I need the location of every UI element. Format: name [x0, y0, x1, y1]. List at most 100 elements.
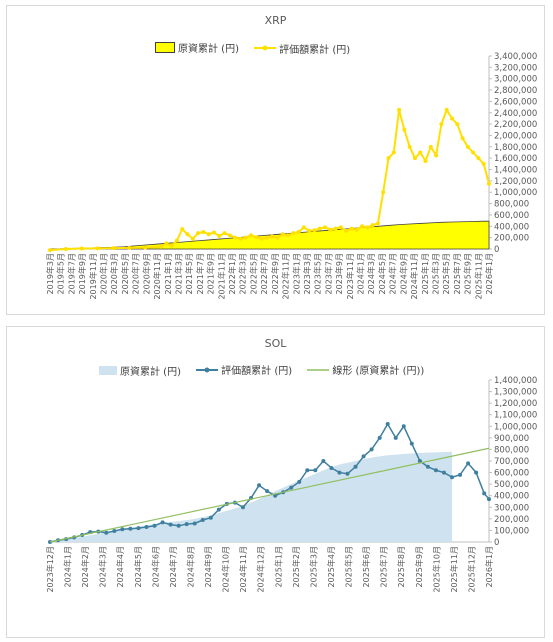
xrp-x-tick-label: 2019年5月 — [56, 253, 66, 294]
xrp-x-tick-label: 2025年3月 — [430, 253, 440, 294]
xrp-x-tick-label: 2023年11月 — [345, 253, 355, 300]
xrp-legend-item-valuation: 評価額累計 (円) — [254, 41, 350, 56]
sol-y-tick-label: 1,200,000 — [494, 399, 537, 409]
sol-series-point-valuation — [329, 465, 334, 470]
xrp-y-tick-label: 2,200,000 — [494, 120, 537, 130]
xrp-series-point-valuation — [233, 235, 238, 240]
xrp-x-tick-label: 2019年9月 — [77, 253, 87, 294]
xrp-series-point-valuation — [264, 235, 269, 240]
xrp-series-point-valuation — [349, 226, 354, 231]
sol-x-tick-label: 2024年3月 — [98, 546, 108, 587]
xrp-chart-panel: XRP 原資累計 (円) 評価額累計 (円) 0 200,000 400,000 60… — [6, 5, 545, 315]
xrp-series-point-valuation — [402, 127, 407, 132]
xrp-y-tick-label: 1,600,000 — [494, 154, 537, 164]
xrp-series-point-valuation — [291, 231, 296, 236]
sol-series-trendline — [49, 447, 490, 543]
xrp-series-point-valuation — [275, 235, 280, 240]
sol-series-point-valuation — [369, 447, 374, 452]
xrp-series-point-valuation — [418, 150, 423, 155]
xrp-x-tick-label: 2020年7月 — [131, 253, 141, 294]
xrp-x-tick-label: 2021年3月 — [173, 253, 183, 294]
sol-legend-item-valuation: 評価額累計 (円) — [196, 362, 292, 377]
xrp-series-point-valuation — [206, 232, 211, 237]
sol-y-tick-label: 900,000 — [494, 434, 529, 444]
sol-y-tick-label: 400,000 — [494, 492, 529, 502]
xrp-x-tick-label: 2020年5月 — [120, 253, 130, 294]
sol-x-tick-label: 2025年3月 — [308, 546, 318, 587]
sol-series-point-valuation — [257, 483, 262, 488]
xrp-x-tick-label: 2024年7月 — [388, 253, 398, 294]
sol-x-tick-label: 2026年1月 — [484, 546, 494, 587]
sol-y-tick-label: 500,000 — [494, 480, 529, 490]
xrp-y-tick-label: 0 — [494, 245, 499, 255]
sol-series-point-valuation — [104, 530, 109, 535]
xrp-chart-title: XRP — [264, 14, 287, 27]
sol-series-point-valuation — [474, 470, 479, 475]
sol-series-point-valuation — [184, 522, 189, 527]
xrp-x-tick-label: 2023年1月 — [291, 253, 301, 294]
xrp-series-point-valuation — [238, 236, 243, 241]
sol-x-tick-label: 2025年8月 — [396, 546, 406, 587]
sol-x-tick-label: 2023年12月 — [45, 546, 55, 593]
sol-series-point-valuation — [168, 522, 173, 527]
xrp-series-point-valuation — [412, 156, 417, 161]
xrp-x-tick-label: 2021年9月 — [206, 253, 216, 294]
xrp-series-point-valuation — [460, 136, 465, 141]
xrp-legend-item-principal: 原資累計 (円) — [155, 40, 239, 55]
sol-legend-label-principal: 原資累計 (円) — [120, 366, 181, 378]
xrp-series-point-valuation — [354, 227, 359, 232]
xrp-series-point-valuation — [476, 156, 481, 161]
xrp-x-tick-label: 2021年7月 — [195, 253, 205, 294]
xrp-y-tick-label: 2,800,000 — [494, 86, 537, 96]
xrp-series-point-valuation — [449, 116, 454, 121]
sol-series-point-valuation — [441, 470, 446, 475]
xrp-x-tick-label: 2025年11月 — [473, 253, 483, 300]
sol-x-tick-label: 2025年12月 — [466, 546, 476, 593]
sol-legend-swatch-principal — [99, 365, 117, 375]
xrp-series-point-valuation — [222, 231, 227, 236]
xrp-series-point-valuation — [227, 233, 232, 238]
xrp-x-tick-label: 2022年11月 — [281, 253, 291, 300]
xrp-x-tick-label: 2022年1月 — [227, 253, 237, 294]
xrp-series-point-valuation — [164, 241, 169, 246]
xrp-x-tick-label: 2019年11月 — [88, 253, 98, 300]
xrp-y-tick-label: 1,400,000 — [494, 166, 537, 176]
xrp-series-point-valuation — [397, 107, 402, 112]
xrp-series-point-valuation — [185, 232, 190, 237]
sol-y-tick-label: 200,000 — [494, 515, 529, 525]
sol-series-point-valuation — [144, 524, 149, 529]
sol-y-tick-label: 0 — [494, 538, 499, 548]
sol-series-point-valuation — [487, 497, 491, 502]
sol-x-tick-label: 2025年5月 — [344, 546, 354, 587]
sol-series-point-valuation — [417, 459, 422, 463]
sol-series-point-valuation — [337, 470, 342, 475]
sol-y-tick-label: 1,400,000 — [494, 376, 537, 386]
xrp-series-point-valuation — [280, 232, 285, 237]
sol-legend-swatch-valuation — [196, 367, 219, 372]
xrp-series-point-valuation — [365, 225, 370, 230]
xrp-series-line-valuation — [49, 107, 490, 252]
xrp-y-tick-label: 2,000,000 — [494, 131, 537, 141]
xrp-series-point-valuation — [270, 234, 275, 239]
sol-x-tick-label: 2025年11月 — [449, 546, 459, 593]
sol-x-tick-label: 2025年7月 — [379, 546, 389, 587]
xrp-y-tick-label: 3,000,000 — [494, 75, 537, 85]
sol-legend: 原資累計 (円) 評価額累計 (円) 線形 (原資累計 (円)) — [99, 362, 436, 378]
xrp-series-point-valuation — [169, 243, 174, 248]
sol-x-tick-label: 2024年6月 — [150, 546, 160, 587]
sol-series-point-valuation — [152, 523, 157, 528]
xrp-x-tick-label: 2021年5月 — [184, 253, 194, 294]
sol-y-tick-label: 600,000 — [494, 469, 529, 479]
xrp-series-point-valuation — [407, 144, 412, 149]
sol-legend-swatch-trend — [307, 368, 330, 371]
sol-y-tick-label: 1,300,000 — [494, 388, 537, 398]
xrp-series-point-valuation — [481, 161, 486, 166]
xrp-x-tick-label: 2020年3月 — [109, 253, 119, 294]
sol-y-tick-label: 1,100,000 — [494, 411, 537, 421]
xrp-x-tick-label: 2026年1月 — [484, 253, 494, 294]
sol-x-tick-label: 2024年2月 — [80, 546, 90, 587]
sol-series-point-valuation — [385, 421, 390, 426]
sol-series-point-valuation — [425, 464, 430, 469]
sol-x-tick-label: 2024年4月 — [115, 546, 125, 587]
